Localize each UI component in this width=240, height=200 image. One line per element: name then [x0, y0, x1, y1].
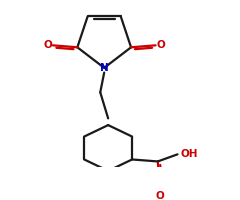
Text: O: O — [43, 40, 52, 50]
Text: O: O — [155, 191, 164, 200]
Text: OH: OH — [181, 149, 198, 159]
Text: N: N — [100, 63, 108, 73]
Text: O: O — [156, 40, 165, 50]
